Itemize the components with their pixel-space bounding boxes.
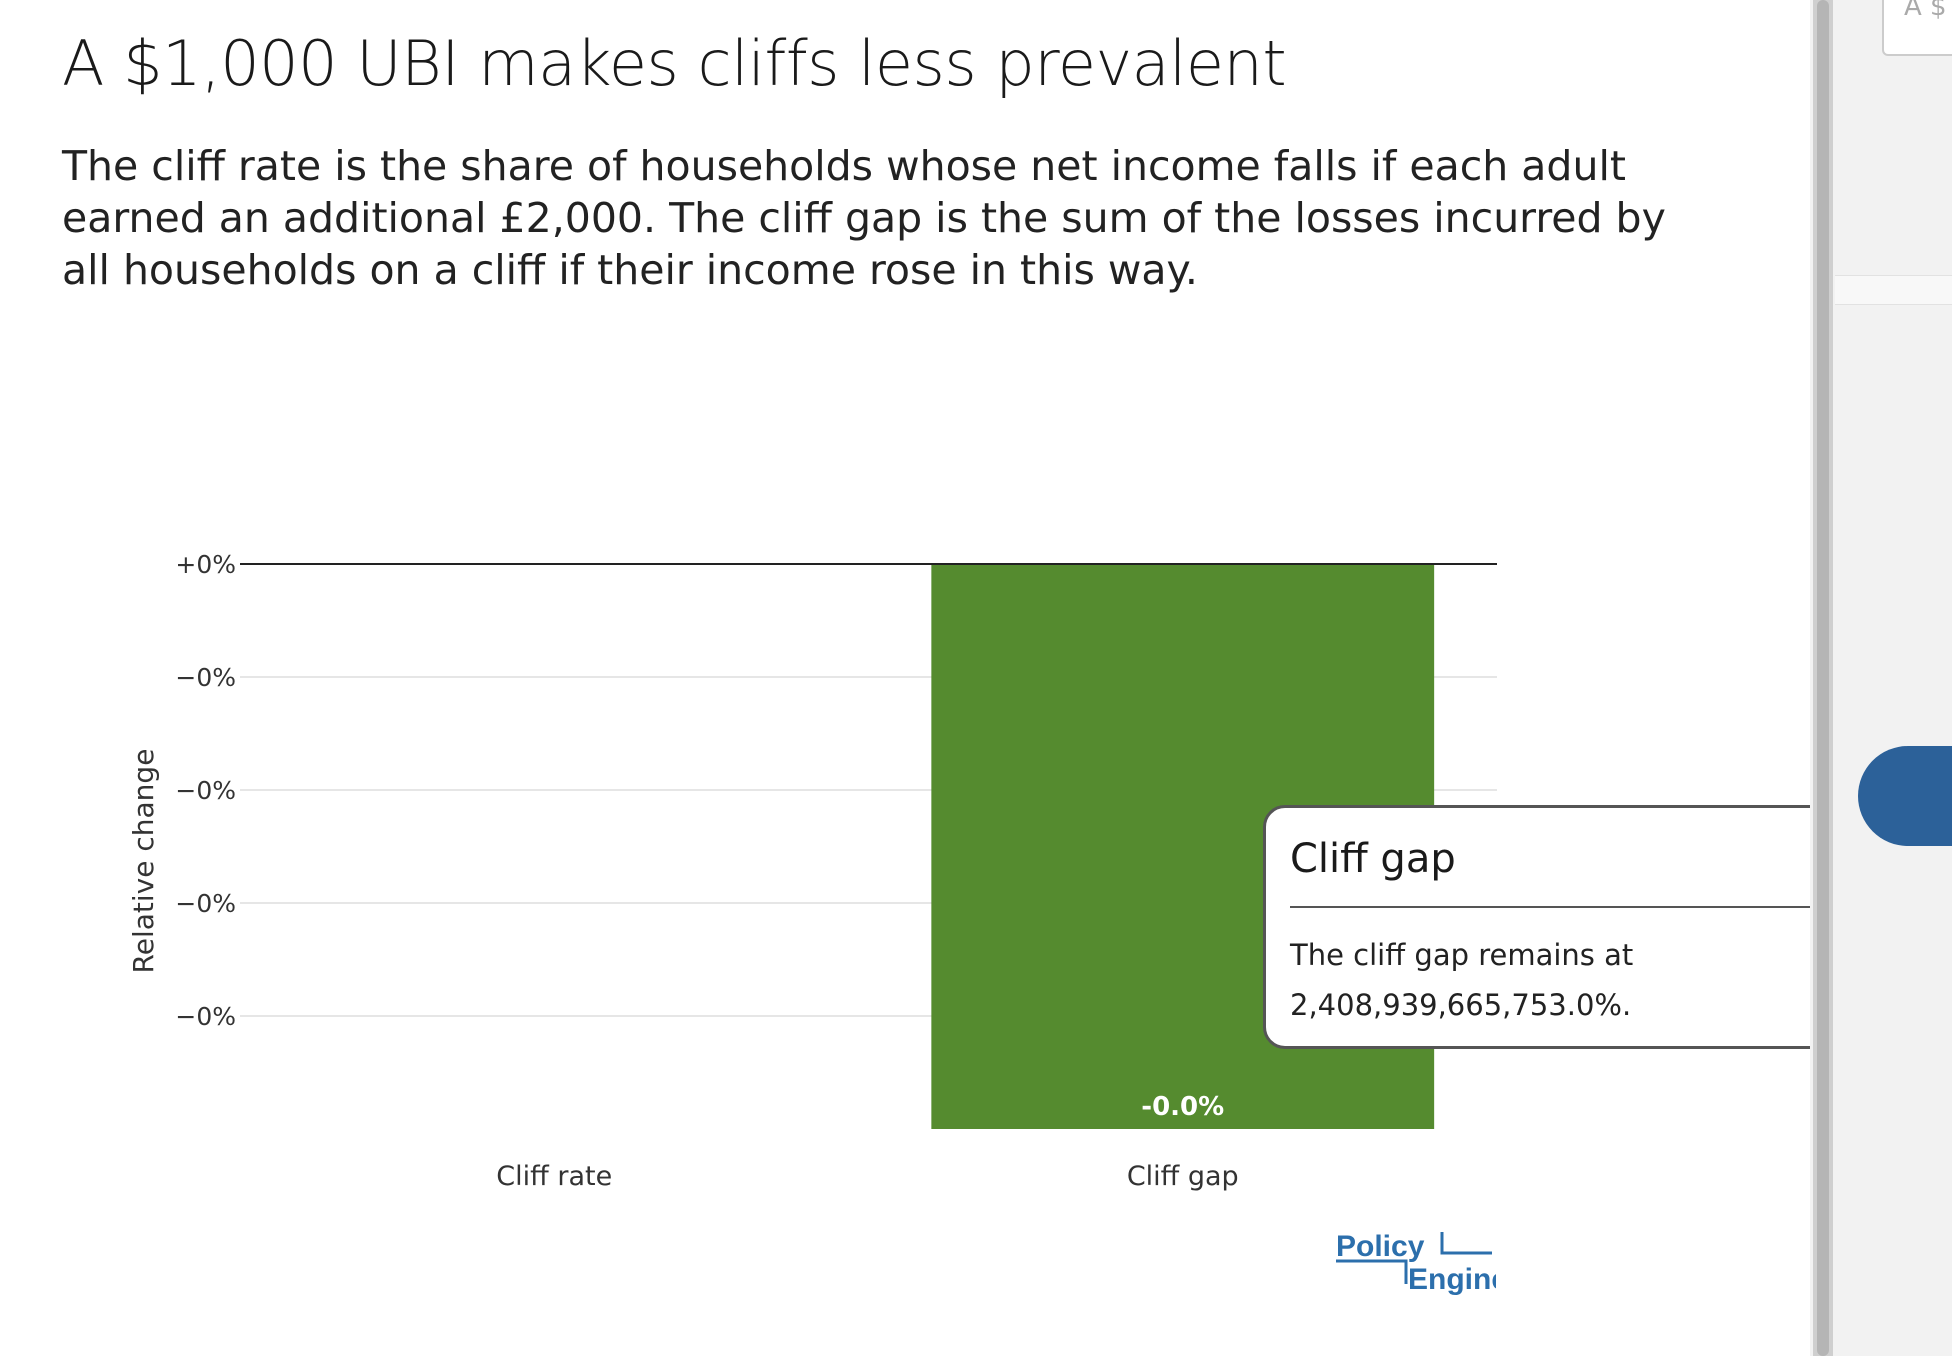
page-title: A $1,000 UBI makes cliffs less prevalent [62, 27, 1287, 100]
logo-text-engine: Engine [1408, 1263, 1496, 1296]
bar-value-label-1: -0.0% [1141, 1092, 1224, 1122]
bar-tooltip: Cliff gap The cliff gap remains at 2,408… [1263, 805, 1917, 1049]
tooltip-title: Cliff gap [1290, 836, 1456, 882]
page-subtitle: The cliff rate is the share of household… [62, 142, 1666, 294]
y-tick-label-3: −0% [175, 889, 236, 918]
tooltip-body: The cliff gap remains at 2,408,939,665,7… [1290, 938, 1634, 1022]
logo-text-policy: Policy [1336, 1230, 1425, 1263]
tick-layer: +0% −0% −0% −0% −0% [175, 550, 236, 1031]
tooltip-divider [1290, 906, 1890, 908]
side-panel [1810, 0, 1952, 1356]
side-strip [1835, 275, 1952, 305]
y-tick-label-4: −0% [175, 1002, 236, 1031]
y-axis-title: Relative change [127, 749, 160, 974]
side-scrollbar-thumb[interactable] [1817, 0, 1829, 1356]
category-layer: Cliff rate Cliff gap [496, 1161, 1238, 1192]
logo-bracket-top [1440, 1232, 1492, 1255]
category-label-0: Cliff rate [496, 1161, 612, 1192]
policyengine-logo[interactable]: Policy Engine [1336, 1226, 1496, 1298]
side-card[interactable]: A $ [1882, 0, 1952, 56]
logo-bracket-bottom [1336, 1259, 1408, 1284]
y-tick-label-1: −0% [175, 663, 236, 692]
side-card-text: A $ [1904, 0, 1947, 22]
y-tick-label-0: +0% [175, 550, 236, 579]
y-tick-label-2: −0% [175, 776, 236, 805]
side-blue-button[interactable] [1858, 746, 1952, 846]
category-label-1: Cliff gap [1127, 1161, 1239, 1192]
main-panel: A $1,000 UBI makes cliffs less prevalent… [62, 27, 1917, 1298]
